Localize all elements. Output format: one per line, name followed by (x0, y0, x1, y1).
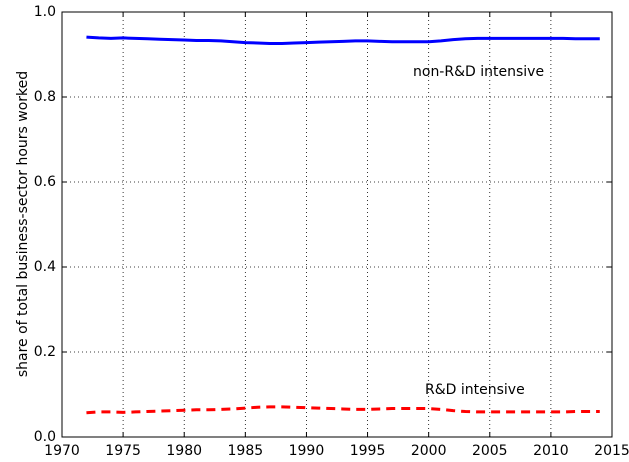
x-tick-label: 1975 (105, 443, 141, 459)
x-tick-label: 2010 (533, 443, 569, 459)
series-label: non-R&D intensive (413, 64, 544, 80)
y-tick-label: 0.0 (34, 429, 56, 445)
y-tick-label: 0.4 (34, 259, 56, 275)
x-tick-label: 1995 (350, 443, 386, 459)
plot-frame (61, 11, 613, 438)
plot-area (62, 12, 612, 437)
x-tick-label: 1970 (44, 443, 80, 459)
line-series (86, 35, 600, 45)
y-tick-label: 0.6 (34, 174, 56, 190)
x-tick-label: 1980 (166, 443, 202, 459)
series-label: R&D intensive (425, 382, 525, 398)
x-tick-label: 1990 (289, 443, 325, 459)
y-tick-label: 1.0 (34, 4, 56, 20)
y-tick-label: 0.8 (34, 89, 56, 105)
line-series (86, 405, 600, 415)
x-tick-label: 2015 (594, 443, 629, 459)
y-axis-label: share of total business-sector hours wor… (15, 71, 31, 377)
x-tick-label: 1985 (228, 443, 264, 459)
x-tick-label: 2000 (411, 443, 447, 459)
x-tick-label: 2005 (472, 443, 508, 459)
y-tick-label: 0.2 (34, 344, 56, 360)
